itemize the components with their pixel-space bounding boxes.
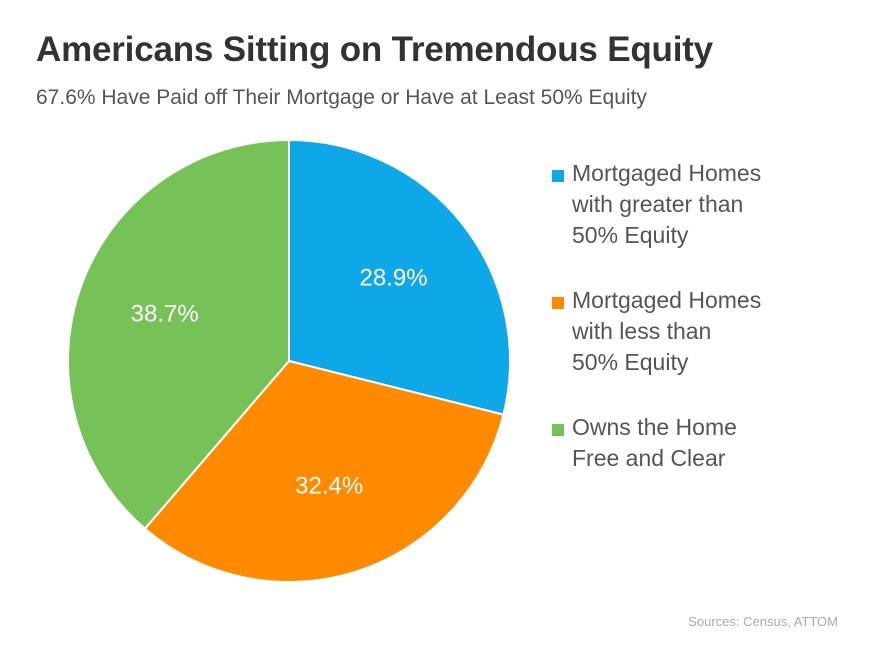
chart-title: Americans Sitting on Tremendous Equity (36, 30, 713, 69)
legend-label-line: Mortgaged Homes (572, 287, 762, 313)
legend-label-line: Free and Clear (572, 445, 726, 471)
legend-item-less-than-50-equity: Mortgaged Homes with less than 50% Equity (550, 285, 870, 378)
legend-label-line: 50% Equity (572, 349, 689, 375)
pie-label-free-and-clear: 38.7% (131, 300, 199, 327)
pie-label-greater-than-50-equity: 28.9% (359, 265, 427, 292)
source-note: Sources: Census, ATTOM (688, 614, 838, 629)
legend-label-line: Mortgaged Homes (572, 160, 762, 186)
chart-subtitle: 67.6% Have Paid off Their Mortgage or Ha… (36, 86, 647, 109)
legend-label-line: Owns the Home (572, 414, 737, 440)
legend-item-greater-than-50-equity: Mortgaged Homes with greater than 50% Equi… (550, 158, 870, 251)
pie-slice-less-than-50-equity (143, 359, 505, 583)
legend-label-line: with less than (572, 318, 712, 344)
pie-label-less-than-50-equity: 32.4% (295, 473, 363, 500)
legend-item-free-and-clear: Owns the Home Free and Clear (550, 412, 870, 474)
pie-slice-free-and-clear (67, 138, 290, 531)
legend-swatch-free-and-clear (552, 424, 564, 436)
legend-label-line: with greater than (572, 191, 744, 217)
legend-label-line: 50% Equity (572, 222, 689, 248)
pie-slice-greater-than-50-equity (288, 138, 511, 416)
legend-swatch-less-than-50-equity (552, 297, 564, 309)
chart-legend: Mortgaged Homes with greater than 50% Equi… (550, 158, 870, 508)
legend-swatch-greater-than-50-equity (552, 170, 564, 182)
